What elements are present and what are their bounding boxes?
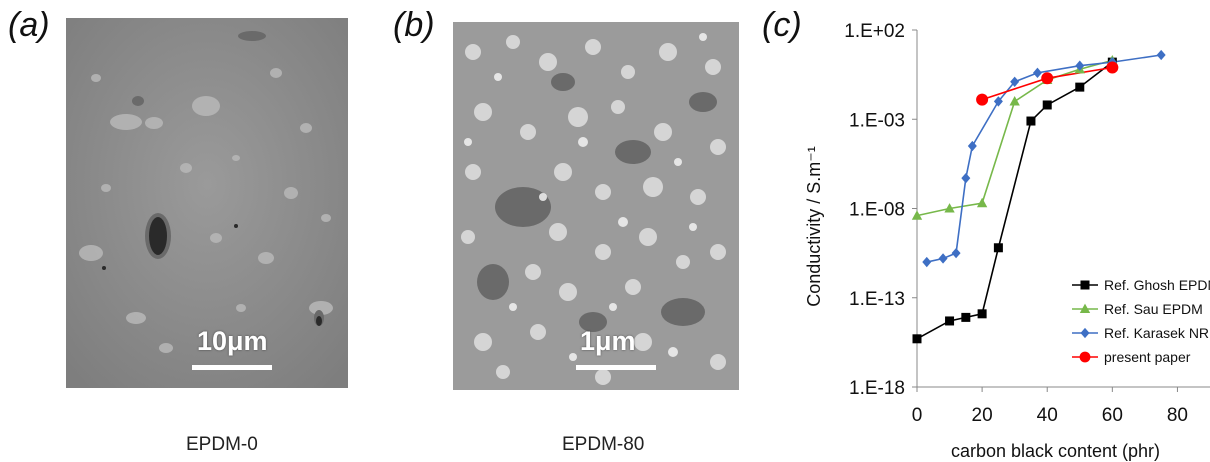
y-tick-label: 1.E-08	[849, 200, 905, 221]
data-point-ref-ghosh-epdm	[912, 334, 922, 344]
data-point-ref-karasek-nr	[1032, 67, 1042, 79]
data-point-ref-sau-epdm	[976, 197, 988, 208]
x-axis-label: carbon black content (phr)	[951, 441, 1160, 461]
legend-marker-present-paper	[1079, 351, 1091, 363]
data-point-ref-karasek-nr	[1156, 49, 1166, 61]
data-point-ref-karasek-nr	[922, 256, 932, 268]
panel-b-letter: (b)	[393, 6, 435, 44]
scale-bar-b	[576, 365, 656, 370]
legend-marker-ref-karasek-nr	[1080, 327, 1090, 339]
data-point-ref-karasek-nr	[961, 172, 971, 184]
chart-legend: Ref. Ghosh EPDM Ref. Sau EPDM Ref. Karasek…	[1072, 277, 1210, 365]
data-point-ref-karasek-nr	[951, 247, 961, 259]
legend-label-ref-karasek-nr: Ref. Karasek NR	[1104, 325, 1209, 341]
legend-marker-ref-sau-epdm	[1079, 303, 1091, 314]
x-tick-label: 0	[912, 405, 923, 426]
data-point-ref-ghosh-epdm	[945, 316, 955, 326]
data-point-ref-ghosh-epdm	[977, 309, 987, 319]
data-point-ref-ghosh-epdm	[1075, 82, 1085, 92]
data-point-ref-sau-epdm	[944, 203, 955, 213]
panel-a-letter: (a)	[8, 6, 50, 44]
data-point-ref-ghosh-epdm	[961, 312, 971, 322]
scale-bar-label-a: 10μm	[197, 326, 268, 356]
legend-label-ref-ghosh-epdm: Ref. Ghosh EPDM	[1104, 277, 1210, 293]
y-tick-label: 1.E-03	[849, 110, 905, 131]
scale-bar-a	[192, 365, 272, 370]
data-point-ref-ghosh-epdm	[993, 243, 1003, 253]
data-point-ref-sau-epdm	[1009, 96, 1020, 106]
data-point-ref-karasek-nr	[967, 140, 977, 152]
x-tick-label: 80	[1167, 405, 1188, 426]
caption-epdm-0: EPDM-0	[186, 434, 258, 455]
data-point-ref-karasek-nr	[1075, 60, 1085, 71]
panel-c-letter: (c)	[762, 6, 802, 44]
data-point-ref-karasek-nr	[938, 253, 948, 264]
y-tick-label: 1.E-13	[849, 289, 905, 310]
data-point-ref-karasek-nr	[1010, 76, 1020, 87]
sem-image-epdm-0	[66, 18, 348, 388]
x-tick-label: 20	[972, 405, 993, 426]
legend-marker-ref-ghosh-epdm	[1080, 280, 1090, 290]
y-tick-label: 1.E+02	[844, 21, 905, 42]
sem-image-epdm-80	[453, 22, 739, 390]
legend-label-present-paper: present paper	[1104, 349, 1191, 365]
data-point-ref-ghosh-epdm	[1042, 100, 1052, 110]
y-axis-label: Conductivity / S.m⁻¹	[804, 146, 824, 307]
caption-epdm-80: EPDM-80	[562, 434, 645, 455]
x-tick-label: 40	[1037, 405, 1058, 426]
conductivity-chart: 1.E+02 1.E-03 1.E-08 1.E-13 1.E-18 0 20 40 60 80…	[804, 21, 1210, 461]
data-point-ref-karasek-nr	[993, 96, 1003, 107]
series-line-ref-karasek-nr	[926, 54, 1162, 263]
data-point-ref-sau-epdm	[911, 210, 923, 220]
scale-bar-label-b: 1μm	[580, 326, 636, 356]
data-point-ref-ghosh-epdm	[1026, 116, 1036, 126]
x-tick-label: 60	[1102, 405, 1123, 426]
data-point-present-paper	[976, 93, 989, 106]
data-point-present-paper	[1106, 61, 1119, 74]
legend-label-ref-sau-epdm: Ref. Sau EPDM	[1104, 301, 1203, 317]
data-point-present-paper	[1041, 72, 1054, 85]
y-tick-label: 1.E-18	[849, 378, 905, 399]
